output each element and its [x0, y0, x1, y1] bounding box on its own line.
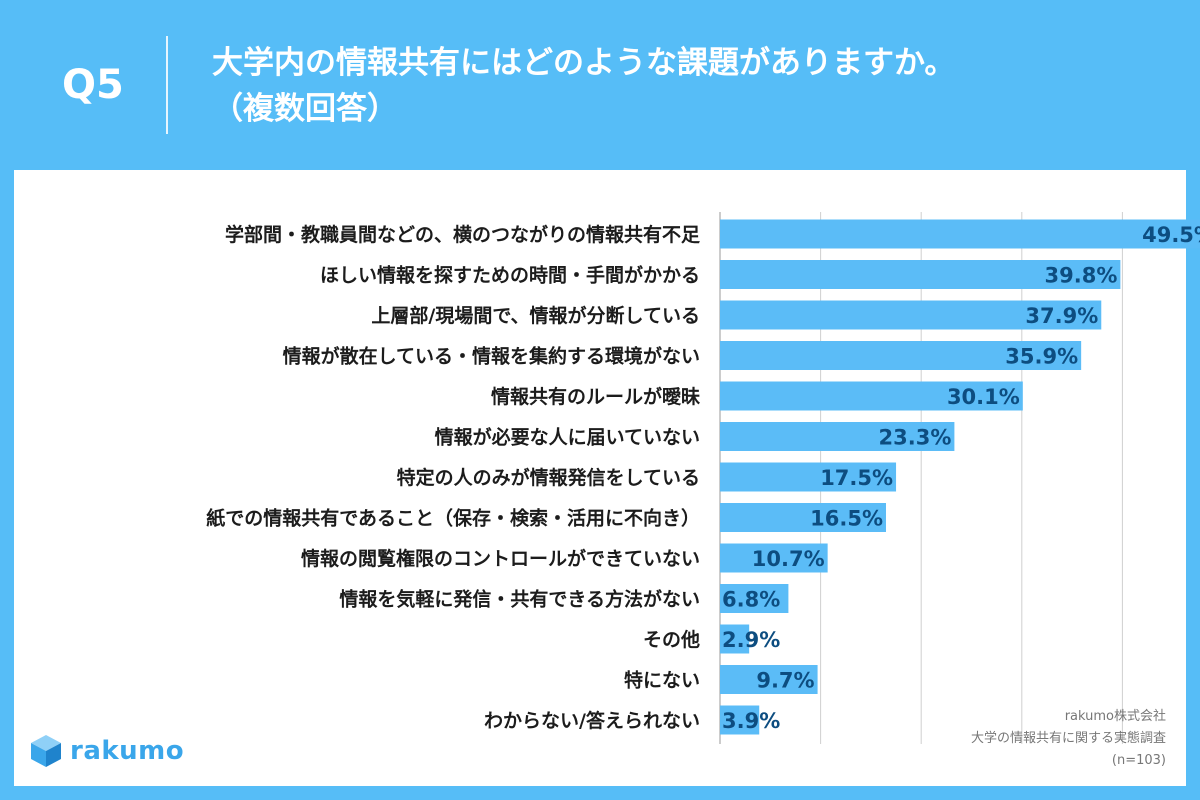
- bar: [720, 260, 1121, 289]
- value-label: 2.9%: [722, 628, 780, 652]
- bar: [720, 341, 1082, 370]
- category-label: 特にない: [624, 670, 700, 692]
- bar: [720, 705, 760, 735]
- value-label: 10.7%: [752, 547, 825, 571]
- header-divider: [166, 36, 168, 134]
- category-label: わからない/答えられない: [484, 709, 700, 732]
- bar: [720, 665, 818, 694]
- bar: [720, 300, 1102, 330]
- value-label: 23.3%: [879, 426, 952, 450]
- value-label: 39.8%: [1045, 264, 1118, 288]
- value-label: 17.5%: [820, 466, 893, 490]
- question-title-line1: 大学内の情報共有にはどのような課題がありますか。: [212, 45, 956, 81]
- category-label: 上層部/現場間で、情報が分断している: [371, 304, 700, 327]
- value-label: 9.7%: [756, 669, 814, 693]
- category-label: 情報共有のルールが曖昧: [491, 385, 701, 408]
- bar: [720, 543, 828, 573]
- value-label: 49.5%: [1142, 223, 1200, 247]
- category-label: その他: [643, 628, 700, 651]
- category-label: 情報を気軽に発信・共有できる方法がない: [339, 588, 700, 611]
- category-label: 情報が必要な人に届いていない: [435, 426, 700, 449]
- rakumo-logo: rakumo: [30, 734, 184, 768]
- category-label: 学部間・教職員間などの、横のつながりの情報共有不足: [225, 223, 701, 246]
- logo-text: rakumo: [70, 736, 185, 766]
- bar: [720, 422, 955, 451]
- value-label: 37.9%: [1025, 304, 1098, 328]
- category-labels: 学部間・教職員間などの、横のつながりの情報共有不足ほしい情報を探すための時間・手…: [206, 223, 701, 732]
- bar: [720, 624, 750, 654]
- value-label: 30.1%: [947, 385, 1020, 409]
- category-label: 特定の人のみが情報発信をしている: [397, 466, 700, 489]
- bars: [720, 219, 1200, 735]
- category-label: ほしい情報を探すための時間・手間がかかる: [320, 264, 700, 287]
- value-label: 3.9%: [722, 709, 780, 733]
- question-title-line2: （複数回答）: [212, 91, 398, 127]
- source-sample: (n=103): [1111, 753, 1166, 768]
- source-note: rakumo株式会社 大学の情報共有に関する実態調査 (n=103): [971, 706, 1166, 772]
- source-company: rakumo株式会社: [1064, 709, 1166, 724]
- category-label: 紙での情報共有であること（保存・検索・活用に不向き）: [206, 507, 700, 530]
- question-title: 大学内の情報共有にはどのような課題がありますか。 （複数回答）: [212, 40, 1172, 132]
- bar: [720, 381, 1023, 411]
- value-label: 6.8%: [722, 588, 780, 612]
- category-label: 情報が散在している・情報を集約する環境がない: [283, 345, 700, 368]
- rakumo-cube-icon: [31, 735, 61, 767]
- value-labels: 49.5% 39.8% 37.9% 35.9% 30.1% 23.3% 17.5% 16.5%…: [722, 223, 1200, 733]
- bar: [720, 584, 789, 613]
- value-label: 35.9%: [1005, 345, 1078, 369]
- bar: [720, 462, 897, 492]
- bar: [720, 503, 886, 532]
- category-label: 情報の閲覧権限のコントロールができていない: [301, 547, 700, 570]
- question-number: Q5: [62, 62, 124, 108]
- bar: [720, 219, 1200, 249]
- source-survey: 大学の情報共有に関する実態調査: [970, 731, 1166, 746]
- value-label: 16.5%: [810, 507, 883, 531]
